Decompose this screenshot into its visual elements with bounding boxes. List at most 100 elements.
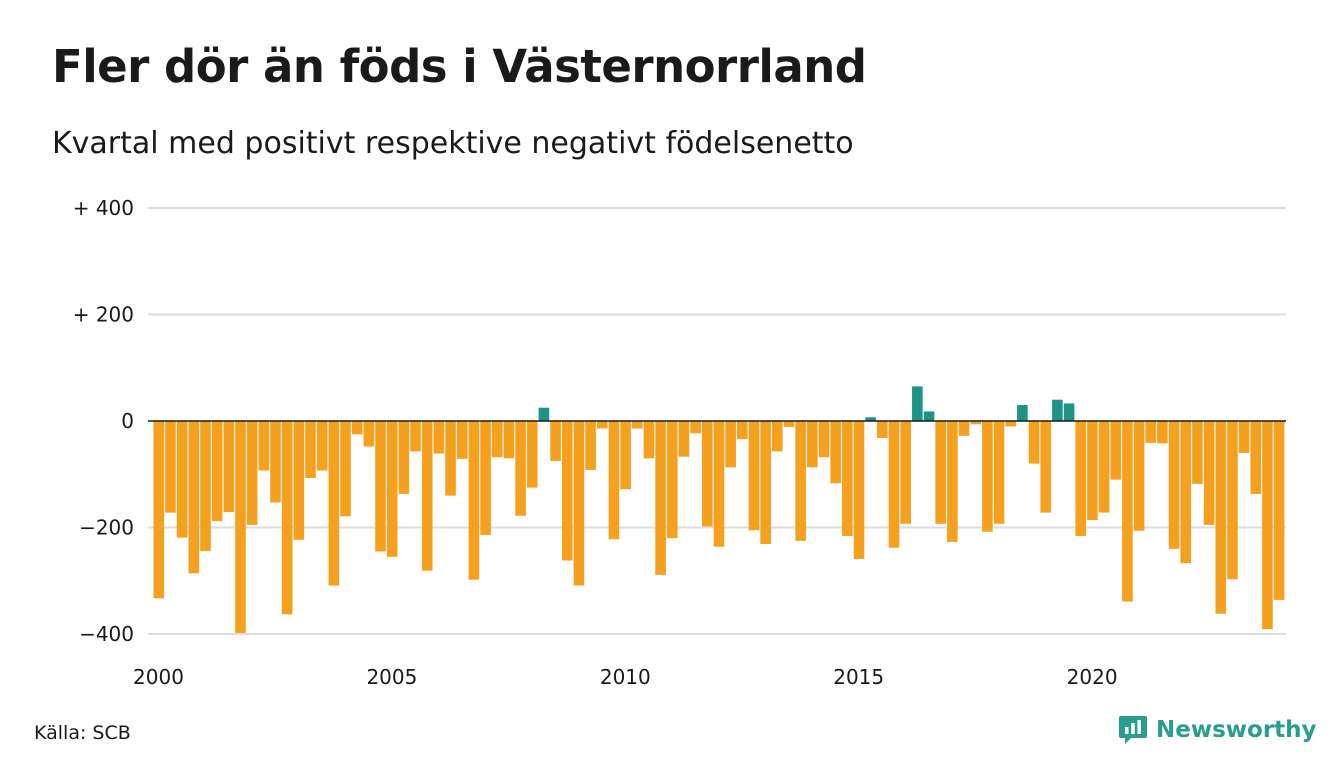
x-tick-label: 2020 — [1067, 665, 1118, 689]
bar — [445, 421, 456, 496]
source-note: Källa: SCB — [34, 722, 131, 744]
x-axis-ticks: 2000 2005 2010 2015 2020 — [133, 665, 1118, 689]
bar — [386, 421, 398, 557]
bar — [1017, 405, 1028, 421]
bar — [293, 421, 305, 540]
bar — [561, 421, 573, 561]
bar — [982, 421, 993, 532]
y-axis-ticks: + 400 + 200 0 −200 −400 — [73, 196, 134, 646]
bar — [783, 421, 795, 427]
bar — [1215, 421, 1227, 614]
bar — [410, 421, 421, 452]
bar — [865, 417, 876, 421]
bar — [188, 421, 200, 574]
bar — [421, 421, 433, 571]
bar — [316, 421, 328, 471]
bar — [993, 421, 1005, 524]
bar — [877, 421, 888, 439]
bar — [1052, 399, 1063, 421]
bar — [772, 421, 783, 452]
bar — [1098, 421, 1110, 513]
bar — [900, 421, 911, 524]
bar — [690, 421, 701, 434]
bar — [1122, 421, 1133, 602]
bar — [1273, 421, 1285, 600]
bar — [1227, 421, 1238, 580]
bar — [842, 421, 853, 537]
chart-title: Fler dör än föds i Västernorrland — [52, 40, 867, 93]
bar — [550, 421, 561, 461]
bar — [713, 421, 725, 547]
bar — [176, 421, 188, 538]
bar — [363, 421, 375, 447]
bar — [970, 421, 981, 425]
bar — [398, 421, 410, 494]
x-tick-label: 2015 — [833, 665, 884, 689]
brand-name: Newsworthy — [1156, 717, 1317, 743]
bar — [1005, 421, 1017, 427]
bar — [807, 421, 818, 468]
bar — [1157, 421, 1168, 444]
bar — [515, 421, 526, 516]
bar — [200, 421, 211, 551]
bar — [526, 421, 538, 488]
bar — [912, 386, 923, 421]
bar — [351, 421, 363, 435]
bar — [433, 421, 445, 454]
bar — [818, 421, 830, 458]
y-tick-label: 0 — [121, 409, 134, 433]
bar — [725, 421, 736, 468]
y-tick-label: −400 — [79, 622, 134, 646]
bar — [1075, 421, 1087, 537]
x-tick-label: 2010 — [600, 665, 651, 689]
bar — [923, 411, 935, 421]
bar — [1110, 421, 1122, 480]
bar — [305, 421, 316, 478]
bar — [538, 407, 550, 421]
bar — [631, 421, 643, 429]
bar — [1192, 421, 1203, 484]
bar — [853, 421, 865, 559]
bar — [1203, 421, 1215, 525]
bar — [1040, 421, 1052, 513]
bar — [1133, 421, 1145, 531]
bar — [223, 421, 235, 513]
bar — [935, 421, 946, 524]
bar — [608, 421, 620, 540]
chart-subtitle: Kvartal med positivt respektive negativt… — [52, 126, 854, 161]
bar — [246, 421, 258, 525]
bar — [643, 421, 655, 459]
bar — [503, 421, 515, 459]
x-tick-label: 2000 — [133, 665, 184, 689]
bar — [165, 421, 176, 513]
bar — [701, 421, 713, 527]
x-tick-label: 2005 — [366, 665, 417, 689]
newsworthy-logo-icon — [1119, 716, 1147, 744]
bar — [666, 421, 678, 539]
bar — [655, 421, 666, 575]
bar — [748, 421, 760, 531]
bar — [235, 421, 246, 633]
bar — [795, 421, 806, 541]
bars — [153, 386, 1285, 633]
bar — [281, 421, 293, 615]
bar — [491, 421, 503, 458]
bar — [328, 421, 340, 586]
bar — [468, 421, 480, 580]
bar — [830, 421, 841, 484]
bar — [1028, 421, 1040, 464]
bar — [270, 421, 281, 503]
brand-logo: Newsworthy — [1118, 714, 1317, 746]
bar — [678, 421, 690, 457]
bar — [1168, 421, 1180, 549]
bar — [1063, 403, 1075, 421]
bar — [1087, 421, 1098, 521]
bar — [340, 421, 351, 517]
bar — [888, 421, 900, 548]
bar — [1250, 421, 1262, 494]
bar — [958, 421, 970, 436]
bar — [760, 421, 771, 545]
y-tick-label: + 400 — [73, 196, 134, 220]
bar — [596, 421, 608, 429]
